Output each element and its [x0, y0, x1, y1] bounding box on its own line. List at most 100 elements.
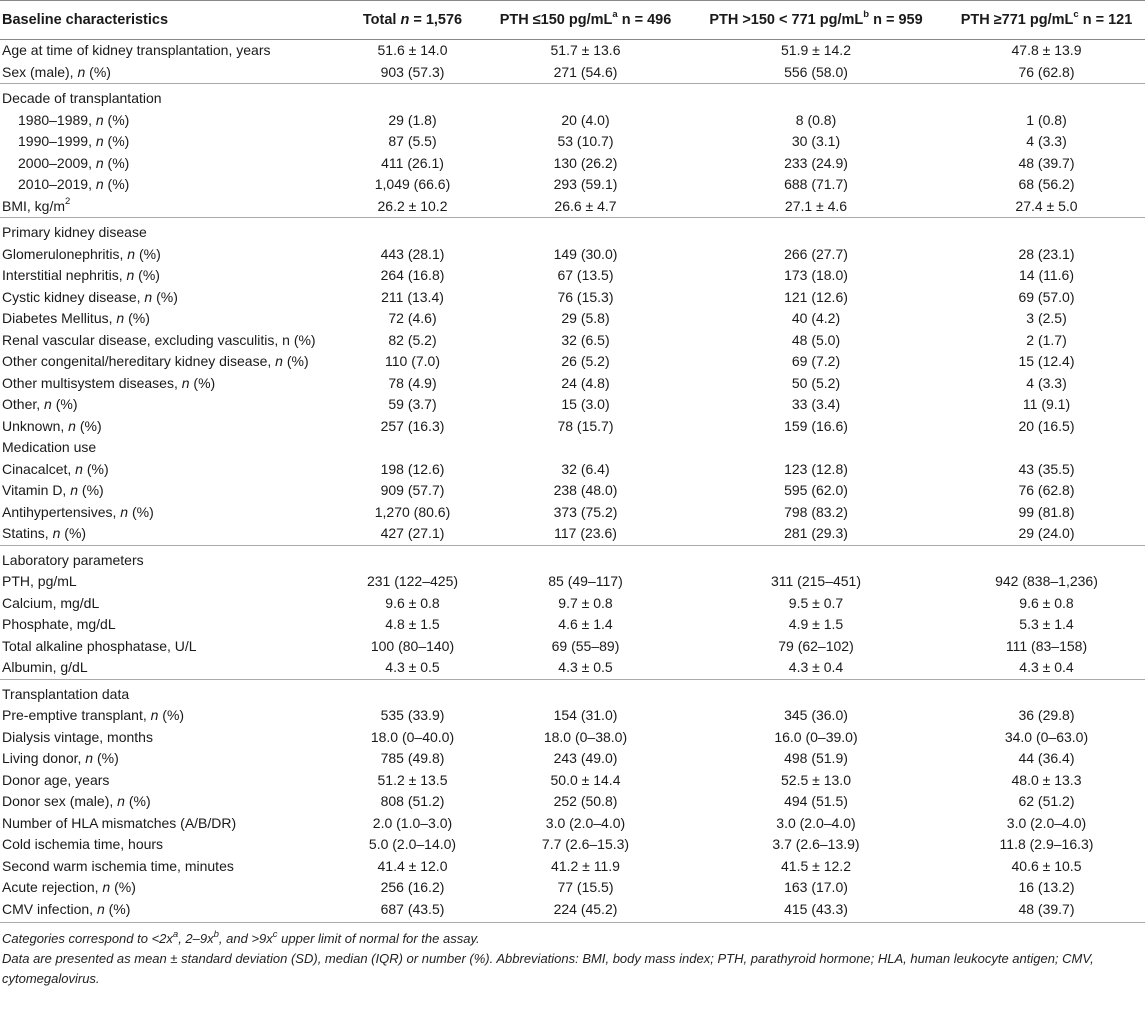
- header-pth-high: PTH ≥771 pg/mLc n = 121: [948, 0, 1145, 40]
- cell-pth-mid: 16.0 (0–39.0): [774, 728, 858, 745]
- row-label: Medication use: [2, 439, 97, 455]
- cell-pth-low: 32 (6.4): [561, 460, 610, 477]
- cell-pth-mid: 121 (12.6): [784, 288, 848, 305]
- row-label: Other congenital/hereditary kidney disea…: [2, 353, 309, 369]
- cell-pth-mid: [684, 544, 948, 571]
- header-total: Total n = 1,576: [338, 0, 487, 40]
- cell-total: [338, 437, 487, 459]
- cell-pth-mid: 40 (4.2): [791, 310, 841, 326]
- cell-pth-high: 68 (56.2): [1018, 176, 1075, 192]
- row-label: Diabetes Mellitus, n (%): [2, 310, 150, 326]
- cell-pth-high: 34.0 (0–63.0): [1004, 728, 1089, 745]
- cell-pth-mid: 8 (0.8): [795, 111, 837, 128]
- cell-pth-mid: 498 (51.9): [784, 750, 848, 766]
- cell-pth-mid: 266 (27.7): [784, 245, 848, 262]
- cell-pth-high: 29 (24.0): [1018, 525, 1075, 541]
- cell-pth-high: 47.8 ± 13.9: [1011, 42, 1082, 58]
- table-row: Calcium, mg/dL 9.6 ± 0.8 9.7 ± 0.8 9.5 ± 0.…: [0, 593, 1145, 615]
- cell-pth-high: 14 (11.6): [1019, 267, 1074, 283]
- cell-total: 257 (16.3): [380, 417, 445, 434]
- row-label: PTH, pg/mL: [2, 573, 77, 589]
- cell-pth-low: 243 (49.0): [553, 750, 618, 766]
- table-footnotes: Categories correspond to <2xa, 2–9xb, an…: [0, 922, 1145, 989]
- cell-pth-mid: 27.1 ± 4.6: [784, 197, 848, 214]
- cell-pth-low: 149 (30.0): [553, 245, 618, 262]
- cell-pth-mid: [684, 217, 948, 244]
- cell-total: [338, 544, 487, 571]
- cell-pth-mid: 688 (71.7): [784, 176, 848, 192]
- cell-pth-low: [487, 544, 684, 571]
- cell-pth-high: 27.4 ± 5.0: [1015, 197, 1078, 214]
- cell-pth-low: 26 (5.2): [561, 353, 610, 369]
- table-row: Age at time of kidney transplantation, y…: [0, 40, 1145, 62]
- section-header-row: Transplantation data: [0, 678, 1145, 705]
- cell-pth-low: 154 (31.0): [553, 707, 618, 723]
- table-row: Other, n (%) 59 (3.7) 15 (3.0) 33 (3.4) 11 (…: [0, 394, 1145, 416]
- cell-pth-high: [948, 437, 1145, 459]
- cell-pth-mid: 9.5 ± 0.7: [788, 594, 844, 611]
- cell-pth-mid: [684, 678, 948, 705]
- row-label: Pre-emptive transplant, n (%): [2, 707, 185, 723]
- cell-total: 211 (13.4): [381, 288, 444, 305]
- table-row: Unknown, n (%) 257 (16.3) 78 (15.7) 159 (16…: [0, 416, 1145, 438]
- cell-pth-mid: 41.5 ± 12.2: [781, 857, 851, 874]
- cell-pth-low: 29 (5.8): [561, 310, 610, 326]
- cell-pth-low: [487, 678, 684, 705]
- cell-pth-low: 117 (23.6): [554, 525, 617, 541]
- row-label: Total alkaline phosphatase, U/L: [2, 637, 197, 654]
- cell-total: 264 (16.8): [380, 267, 445, 283]
- cell-total: 2.0 (1.0–3.0): [372, 814, 453, 831]
- section-header-row: Primary kidney disease: [0, 217, 1145, 244]
- cell-total: 59 (3.7): [388, 396, 437, 412]
- cell-total: 903 (57.3): [380, 63, 445, 80]
- cell-total: 411 (26.1): [381, 154, 444, 171]
- cell-pth-mid: 798 (83.2): [784, 503, 848, 520]
- cell-total: 18.0 (0–40.0): [370, 728, 455, 745]
- row-label: Renal vascular disease, excluding vascul…: [2, 331, 316, 348]
- cell-pth-low: 373 (75.2): [553, 503, 618, 520]
- cell-pth-low: 69 (55–89): [551, 637, 620, 654]
- row-label: Vitamin D, n (%): [2, 482, 104, 498]
- cell-pth-low: 4.6 ± 1.4: [558, 616, 613, 632]
- cell-pth-high: 99 (81.8): [1018, 503, 1075, 520]
- table-row: 1990–1999, n (%) 87 (5.5) 53 (10.7) 30 (3.1…: [0, 131, 1145, 153]
- cell-pth-mid: 30 (3.1): [791, 133, 841, 149]
- row-label: 1980–1989, n (%): [18, 111, 130, 128]
- table-row: Pre-emptive transplant, n (%) 535 (33.9) 1…: [0, 705, 1145, 727]
- cell-pth-high: 20 (16.5): [1018, 417, 1075, 434]
- cell-pth-low: 41.2 ± 11.9: [551, 857, 620, 874]
- cell-total: 1,049 (66.6): [374, 176, 451, 192]
- cell-pth-low: 50.0 ± 14.4: [550, 771, 621, 788]
- section-header-row: Laboratory parameters: [0, 544, 1145, 571]
- cell-pth-high: 48 (39.7): [1018, 154, 1075, 171]
- row-label: Laboratory parameters: [0, 544, 338, 571]
- cell-pth-low: 3.0 (2.0–4.0): [545, 814, 626, 831]
- cell-pth-high: 48.0 ± 13.3: [1011, 771, 1082, 788]
- row-label: Cold ischemia time, hours: [2, 836, 164, 852]
- cell-total: 231 (122–425): [366, 573, 459, 589]
- cell-pth-low: 26.6 ± 4.7: [554, 197, 617, 214]
- table-row: Antihypertensives, n (%) 1,270 (80.6) 373 …: [0, 502, 1145, 524]
- row-label: Antihypertensives, n (%): [2, 503, 154, 520]
- cell-pth-high: 76 (62.8): [1018, 482, 1075, 498]
- cell-pth-high: 15 (12.4): [1018, 353, 1075, 369]
- cell-pth-high: [948, 217, 1145, 244]
- cell-pth-low: 4.3 ± 0.5: [558, 659, 613, 675]
- cell-total: 29 (1.8): [388, 111, 437, 128]
- table-row: 2010–2019, n (%) 1,049 (66.6) 293 (59.1) 68…: [0, 174, 1145, 196]
- cell-total: 100 (80–140): [370, 637, 455, 654]
- cell-pth-high: 62 (51.2): [1018, 793, 1075, 809]
- cell-pth-high: 69 (57.0): [1018, 288, 1075, 305]
- cell-pth-high: 942 (838–1,236): [995, 573, 1098, 589]
- table-row: Donor sex (male), n (%) 808 (51.2) 252 (50…: [0, 791, 1145, 813]
- cell-pth-mid: 69 (7.2): [791, 353, 841, 369]
- table-row: Sex (male), n (%) 903 (57.3) 271 (54.6) 556…: [0, 62, 1145, 84]
- cell-pth-high: 43 (35.5): [1018, 460, 1075, 477]
- cell-pth-high: 40.6 ± 10.5: [1011, 857, 1082, 874]
- row-label: Glomerulonephritis, n (%): [2, 245, 161, 262]
- cell-pth-low: 271 (54.6): [553, 63, 618, 80]
- cell-pth-high: 4 (3.3): [1026, 133, 1067, 149]
- cell-pth-low: 53 (10.7): [557, 133, 614, 149]
- cell-pth-high: 11 (9.1): [1022, 396, 1071, 412]
- table-row: Other multisystem diseases, n (%) 78 (4.9…: [0, 373, 1145, 395]
